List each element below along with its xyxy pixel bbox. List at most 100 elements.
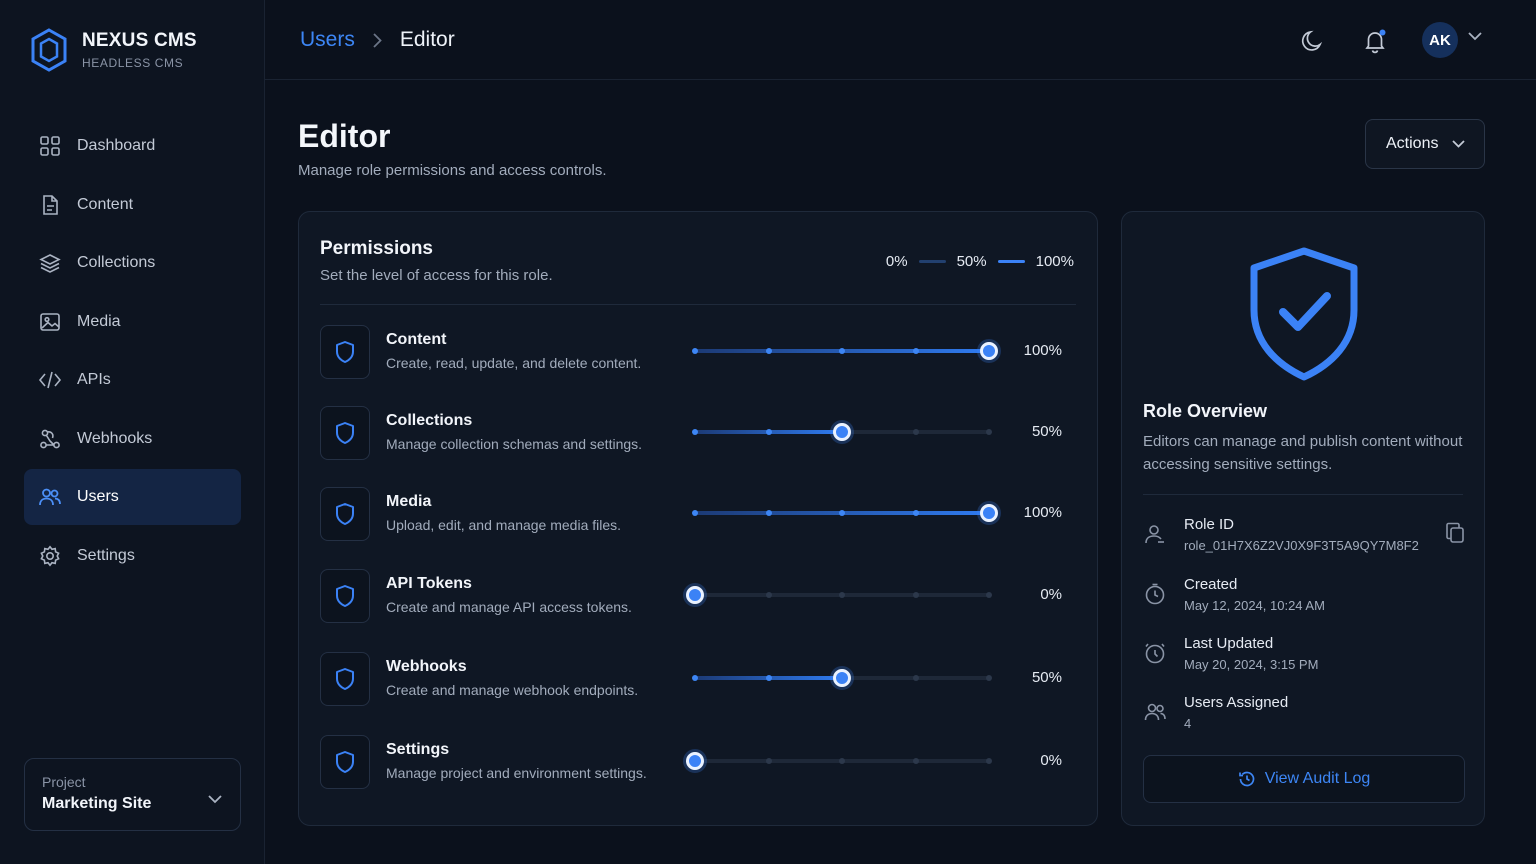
slider-thumb[interactable] xyxy=(833,669,851,687)
permission-value: 100% xyxy=(1023,342,1062,359)
sidebar-item-content[interactable]: Content xyxy=(24,177,241,233)
permission-slider[interactable] xyxy=(692,419,992,445)
permission-row-collections: Collections Manage collection schemas an… xyxy=(320,406,1077,462)
sidebar-item-label: Collections xyxy=(77,254,156,271)
page-subtitle: Manage role permissions and access contr… xyxy=(298,162,607,179)
meta-users-assigned: Users Assigned 4 xyxy=(1143,694,1465,738)
permission-name: Collections xyxy=(386,412,473,429)
topbar: Users Editor AK xyxy=(265,0,1536,80)
sidebar-item-users[interactable]: Users xyxy=(24,469,241,525)
moon-icon[interactable] xyxy=(1300,28,1326,54)
slider-tick xyxy=(839,510,845,516)
brand[interactable]: NEXUS CMS HEADLESS CMS xyxy=(30,28,197,72)
bell-icon[interactable] xyxy=(1362,28,1388,54)
meta-role-id: Role ID role_01H7X6Z2VJ0X9F3T5A9QY7M8F2 xyxy=(1143,516,1465,560)
chevron-down-icon xyxy=(1452,140,1466,148)
sidebar-item-dashboard[interactable]: Dashboard xyxy=(24,118,241,174)
slider-thumb[interactable] xyxy=(833,423,851,441)
sidebar-item-label: Dashboard xyxy=(77,137,156,154)
brand-name: NEXUS CMS xyxy=(82,30,197,51)
project-value: Marketing Site xyxy=(42,795,152,812)
legend-label-0: 0% xyxy=(885,253,908,270)
slider-tick xyxy=(839,348,845,354)
permission-description: Create, read, update, and delete content… xyxy=(386,355,642,371)
legend-label-100: 100% xyxy=(1035,253,1074,270)
permission-slider[interactable] xyxy=(692,338,998,364)
shield-icon xyxy=(320,406,370,460)
meta-label: Last Updated xyxy=(1184,635,1274,652)
permission-row-api-tokens: API Tokens Create and manage API access … xyxy=(320,569,1077,625)
slider-tick xyxy=(692,675,698,681)
permission-name: Settings xyxy=(386,741,450,758)
view-audit-log-button[interactable]: View Audit Log xyxy=(1143,755,1465,803)
sidebar-item-collections[interactable]: Collections xyxy=(24,235,241,291)
slider-tick xyxy=(912,348,919,354)
audit-label: View Audit Log xyxy=(1264,770,1371,787)
role-description: Editors can manage and publish content w… xyxy=(1143,433,1463,473)
sidebar-item-media[interactable]: Media xyxy=(24,294,241,350)
permission-name: API Tokens xyxy=(386,575,472,592)
shield-icon xyxy=(320,652,370,706)
slider-tick xyxy=(765,510,772,516)
slider-tick xyxy=(986,429,992,435)
permission-slider[interactable] xyxy=(692,665,992,691)
legend-label-50: 50% xyxy=(956,253,987,270)
history-icon xyxy=(1145,643,1165,664)
shield-check-icon xyxy=(1250,247,1358,381)
meta-created: Created May 12, 2024, 10:24 AM xyxy=(1143,576,1465,620)
chevron-right-icon xyxy=(373,32,382,48)
permission-name: Content xyxy=(386,331,447,348)
shield-icon xyxy=(320,569,370,623)
meta-last-updated: Last Updated May 20, 2024, 3:15 PM xyxy=(1143,635,1465,679)
breadcrumb-users-link[interactable]: Users xyxy=(300,28,355,51)
sidebar-item-label: Settings xyxy=(77,546,135,564)
slider-tick xyxy=(765,429,772,435)
permission-slider[interactable] xyxy=(686,582,992,608)
page-title: Editor xyxy=(298,118,391,154)
permission-description: Create and manage webhook endpoints. xyxy=(386,682,639,698)
meta-label: Created xyxy=(1184,576,1238,593)
slider-tick xyxy=(986,592,992,598)
permission-slider[interactable] xyxy=(686,748,992,774)
users-icon xyxy=(38,485,62,509)
chevron-down-icon[interactable] xyxy=(1468,32,1482,41)
chevron-down-icon xyxy=(208,795,222,804)
slider-tick xyxy=(986,758,992,764)
slider-tick xyxy=(765,758,772,764)
avatar[interactable]: AK xyxy=(1422,22,1458,58)
sidebar-item-label: Users xyxy=(77,488,119,505)
permission-slider[interactable] xyxy=(692,500,998,526)
sidebar-item-settings[interactable]: Settings xyxy=(24,528,241,584)
copy-icon[interactable] xyxy=(1445,522,1465,544)
sidebar-item-webhooks[interactable]: Webhooks xyxy=(24,411,241,467)
clock-icon xyxy=(1145,583,1165,605)
slider-thumb[interactable] xyxy=(980,342,998,360)
grid-icon xyxy=(38,134,62,158)
slider-tick xyxy=(765,592,772,598)
meta-value: May 20, 2024, 3:15 PM xyxy=(1184,657,1319,672)
breadcrumb-current: Editor xyxy=(399,28,455,51)
permission-description: Manage collection schemas and settings. xyxy=(386,436,643,452)
permissions-card: Permissions Set the level of access for … xyxy=(298,211,1098,826)
shield-icon xyxy=(320,735,370,789)
sidebar-item-apis[interactable]: APIs xyxy=(24,352,241,408)
legend-line-high xyxy=(997,260,1025,263)
project-switcher[interactable]: Project Marketing Site xyxy=(24,758,241,831)
actions-label: Actions xyxy=(1386,135,1439,152)
slider-thumb[interactable] xyxy=(980,504,998,522)
legend-line-low xyxy=(918,260,946,263)
meta-label: Users Assigned xyxy=(1184,694,1289,711)
slider-tick xyxy=(912,592,919,598)
brand-subtitle: HEADLESS CMS xyxy=(82,56,184,70)
actions-button[interactable]: Actions xyxy=(1365,119,1485,169)
project-label: Project xyxy=(42,774,86,790)
slider-tick xyxy=(692,348,698,354)
shield-icon xyxy=(320,487,370,541)
layers-icon xyxy=(38,251,62,275)
slider-thumb[interactable] xyxy=(686,752,704,770)
permission-description: Manage project and environment settings. xyxy=(386,765,647,781)
slider-thumb[interactable] xyxy=(686,586,704,604)
slider-tick xyxy=(912,510,919,516)
permission-value: 0% xyxy=(1040,586,1062,603)
sidebar-item-label: APIs xyxy=(77,371,111,388)
